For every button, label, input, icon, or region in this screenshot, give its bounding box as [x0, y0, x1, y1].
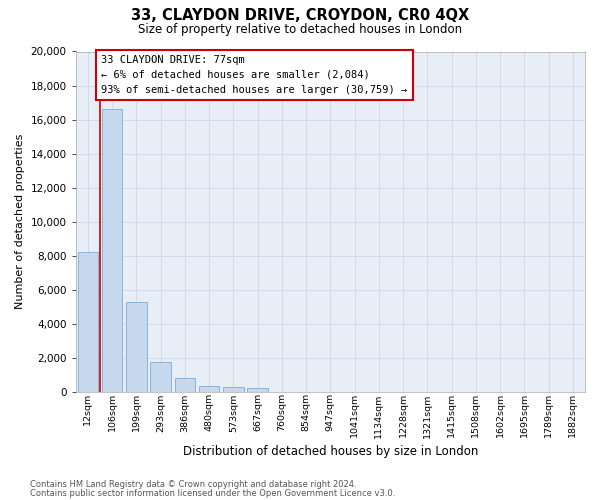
- Text: 33, CLAYDON DRIVE, CROYDON, CR0 4QX: 33, CLAYDON DRIVE, CROYDON, CR0 4QX: [131, 8, 469, 22]
- Bar: [199, 386, 220, 392]
- Bar: [223, 388, 244, 392]
- Bar: [102, 110, 122, 392]
- Bar: [126, 302, 146, 392]
- Bar: [247, 388, 268, 392]
- Text: Size of property relative to detached houses in London: Size of property relative to detached ho…: [138, 22, 462, 36]
- Bar: [77, 252, 98, 392]
- Bar: [175, 378, 195, 392]
- Bar: [150, 362, 171, 392]
- Text: Contains HM Land Registry data © Crown copyright and database right 2024.: Contains HM Land Registry data © Crown c…: [30, 480, 356, 489]
- Text: Contains public sector information licensed under the Open Government Licence v3: Contains public sector information licen…: [30, 489, 395, 498]
- Y-axis label: Number of detached properties: Number of detached properties: [15, 134, 25, 310]
- Text: 33 CLAYDON DRIVE: 77sqm
← 6% of detached houses are smaller (2,084)
93% of semi-: 33 CLAYDON DRIVE: 77sqm ← 6% of detached…: [101, 55, 407, 94]
- X-axis label: Distribution of detached houses by size in London: Distribution of detached houses by size …: [182, 444, 478, 458]
